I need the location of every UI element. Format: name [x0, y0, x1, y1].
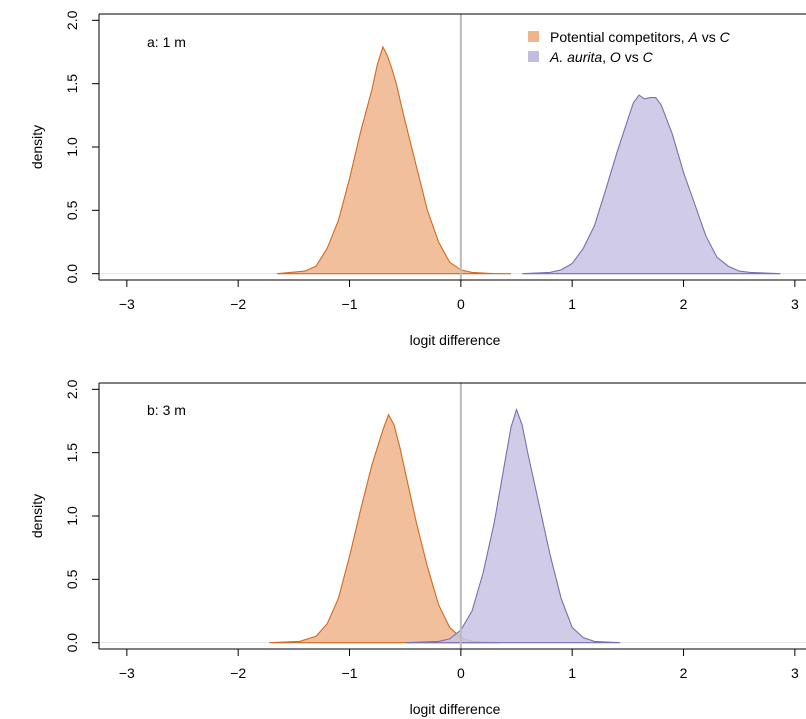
x-tick-label: −3 [119, 296, 135, 312]
density-area-orange [277, 45, 511, 275]
panel-a-x-ticks: −3 −2 −1 0 1 2 3 [119, 280, 799, 312]
y-tick-label: 1.0 [64, 137, 80, 157]
y-tick-label: 1.5 [64, 74, 80, 94]
y-tick-label: 2.0 [64, 10, 80, 30]
x-tick-label: −1 [342, 665, 358, 681]
y-tick-label: 0.5 [64, 569, 80, 589]
panel-a-label: a: 1 m [147, 34, 186, 50]
x-tick-label: −1 [342, 296, 358, 312]
panel-b-x-axis-title: logit difference [410, 701, 501, 717]
legend-swatch-orange [528, 31, 539, 42]
y-tick-label: 0.5 [64, 200, 80, 220]
panel-b-plot-area [99, 383, 806, 649]
x-tick-label: 0 [457, 296, 465, 312]
y-tick-label: 1.5 [64, 443, 80, 463]
x-tick-label: −2 [230, 296, 246, 312]
x-tick-label: 1 [568, 665, 576, 681]
panel-a-y-axis-title: density [29, 125, 45, 169]
panel-a-plot-area [99, 14, 806, 280]
legend: Potential competitors, A vs C A. aurita,… [528, 29, 731, 65]
x-tick-label: 2 [680, 665, 688, 681]
panel-b-y-ticks: 0.0 0.5 1.0 1.5 2.0 [64, 379, 99, 652]
y-tick-label: 2.0 [64, 379, 80, 399]
panel-b: b: 3 m −3 −2 −1 0 1 2 3 0.0 0.5 1.0 1.5 2.0 logit … [29, 379, 806, 717]
x-tick-label: 3 [791, 296, 799, 312]
y-tick-label: 0.0 [64, 264, 80, 284]
y-tick-label: 1.0 [64, 506, 80, 526]
x-tick-label: 2 [680, 296, 688, 312]
y-tick-label: 0.0 [64, 633, 80, 653]
panel-b-x-ticks: −3 −2 −1 0 1 2 3 [119, 649, 799, 681]
panel-b-label: b: 3 m [147, 402, 186, 418]
density-area-orange [269, 413, 500, 644]
legend-entry-purple: A. aurita, O vs C [549, 49, 654, 65]
legend-entry-orange: Potential competitors, A vs C [550, 29, 731, 45]
legend-swatch-purple [528, 51, 539, 62]
x-tick-label: 1 [568, 296, 576, 312]
panel-a: a: 1 m −3 −2 −1 0 1 2 3 0.0 0.5 1.0 1.5 2.0 logit … [29, 10, 806, 348]
x-tick-label: 3 [791, 665, 799, 681]
x-tick-label: −3 [119, 665, 135, 681]
panel-b-y-axis-title: density [29, 494, 45, 538]
x-tick-label: −2 [230, 665, 246, 681]
x-tick-label: 0 [457, 665, 465, 681]
panel-a-y-ticks: 0.0 0.5 1.0 1.5 2.0 [64, 10, 99, 283]
density-area-purple [405, 407, 621, 644]
panel-a-x-axis-title: logit difference [410, 332, 501, 348]
density-area-purple [522, 94, 781, 275]
